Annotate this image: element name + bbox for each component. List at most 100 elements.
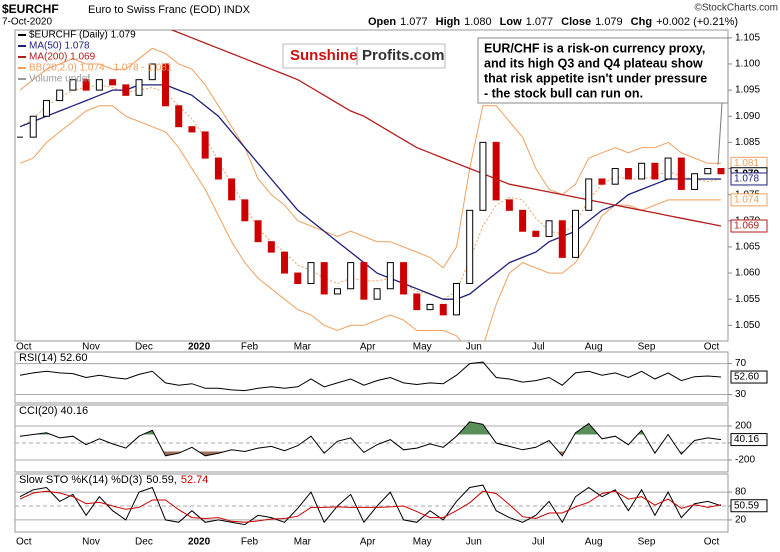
legend-entry: MA(200) 1.069 <box>29 52 96 63</box>
annotation-line: - the stock bull can run on. <box>484 86 643 100</box>
plot-area <box>15 484 728 526</box>
y-tick-label: 20 <box>735 515 747 526</box>
indicator-line <box>19 484 722 526</box>
x-tick-label: Apr <box>360 342 376 353</box>
copyright: ©StockCharts.com <box>694 3 778 14</box>
quote-value: 1.077 <box>400 16 428 28</box>
bb-lower <box>19 105 721 341</box>
quote-label: Low <box>500 16 522 28</box>
candle <box>664 157 672 180</box>
logo-part: Sunshine <box>290 47 358 64</box>
quote: Open 1.077 High 1.080 Low 1.077 Close 1.079 Chg +… <box>368 16 738 28</box>
x-tick-label: Jun <box>466 342 482 353</box>
x-tick-label: Mar <box>294 537 312 548</box>
value-tag <box>730 499 768 513</box>
x-tick-label: Jul <box>532 537 545 548</box>
x-tick-label: Sep <box>638 342 656 353</box>
candle <box>320 262 328 295</box>
indicator-line <box>19 361 722 392</box>
panel-frame <box>14 404 729 473</box>
x-tick-label: Oct <box>16 342 32 353</box>
panel-title-text: RSI(14) 52.60 <box>19 352 87 364</box>
quote-value: 1.079 <box>595 16 623 28</box>
y-tick-label: 1.050 <box>735 320 760 331</box>
candle <box>519 209 527 232</box>
value-tag-label: 50.59 <box>734 500 759 511</box>
annotation: EUR/CHF is a risk-on currency proxy, and… <box>477 37 729 166</box>
x-tick-label: Sep <box>638 537 656 548</box>
x-tick-label: 2020 <box>188 537 211 548</box>
x-tick-label: Nov <box>82 342 100 353</box>
x-tick-label: Oct <box>704 537 720 548</box>
candle <box>466 209 474 285</box>
candle <box>188 126 196 133</box>
candle <box>413 293 421 311</box>
candle <box>241 199 249 222</box>
candle <box>611 168 619 185</box>
indicator-line <box>19 490 722 523</box>
plot-area <box>15 421 728 461</box>
x-tick-label: Jul <box>532 342 545 353</box>
ma-line <box>170 30 722 227</box>
date: 7-Oct-2020 <box>2 17 52 28</box>
candle <box>135 79 143 96</box>
x-tick-label: May <box>413 342 432 353</box>
symbol: $EURCHF <box>2 2 59 16</box>
candle <box>56 89 64 102</box>
x-tick-label: Aug <box>585 537 603 548</box>
indicator-line <box>19 421 722 457</box>
logo-part: Profits.com <box>362 47 445 64</box>
x-tick-label: 2020 <box>188 342 211 353</box>
x-tick-label: Aug <box>585 342 603 353</box>
candle <box>294 272 302 285</box>
candle <box>426 303 434 311</box>
candle <box>439 303 447 316</box>
value-tag <box>730 172 768 186</box>
candle <box>400 262 408 295</box>
value-tag <box>730 370 768 384</box>
y-tick-label: 1.100 <box>735 59 760 70</box>
value-tag <box>730 193 768 207</box>
plot-area <box>15 361 728 395</box>
y-tick-label: 30 <box>735 389 747 400</box>
x-tick-label: Oct <box>16 537 32 548</box>
annotation-pointer <box>717 102 723 166</box>
candle <box>479 141 487 211</box>
quote-value: +0.002 (+0.21%) <box>656 16 738 28</box>
value-tag <box>730 433 768 447</box>
y-tick-label: 1.055 <box>735 294 760 305</box>
shade-area <box>20 421 721 435</box>
candle <box>347 262 355 290</box>
value-tag <box>730 219 768 233</box>
annotation-line: that risk appetite isn't under pressure <box>484 71 707 85</box>
plot-area <box>17 30 725 341</box>
shade-area <box>469 362 485 364</box>
candle <box>651 162 659 180</box>
candle <box>386 262 394 290</box>
candle <box>585 178 593 211</box>
value-tag-label: 1.069 <box>734 221 759 232</box>
shade-area <box>163 451 684 456</box>
legend-entry: 50.59, <box>146 474 177 486</box>
y-tick-label: 80 <box>735 487 747 498</box>
candle <box>267 241 275 253</box>
candle <box>360 262 368 300</box>
candle <box>122 84 130 96</box>
panel-title: CCI(20) 40.16 <box>19 405 88 417</box>
candle <box>638 162 646 180</box>
logo: Sunshine Profits.com <box>282 43 446 69</box>
quote-label: Close <box>561 16 591 28</box>
candle <box>373 288 381 300</box>
candle <box>704 168 712 175</box>
candle <box>175 105 183 128</box>
candle <box>691 173 699 190</box>
candle <box>333 288 341 295</box>
panel-frame <box>14 473 729 533</box>
y-tick-label: -200 <box>735 455 755 466</box>
x-tick-label: Jun <box>466 537 482 548</box>
x-tick-label: Oct <box>704 342 720 353</box>
value-tag-label: 1.078 <box>734 174 759 185</box>
x-tick-label: Nov <box>82 537 100 548</box>
y-tick-label: 1.085 <box>735 137 760 148</box>
